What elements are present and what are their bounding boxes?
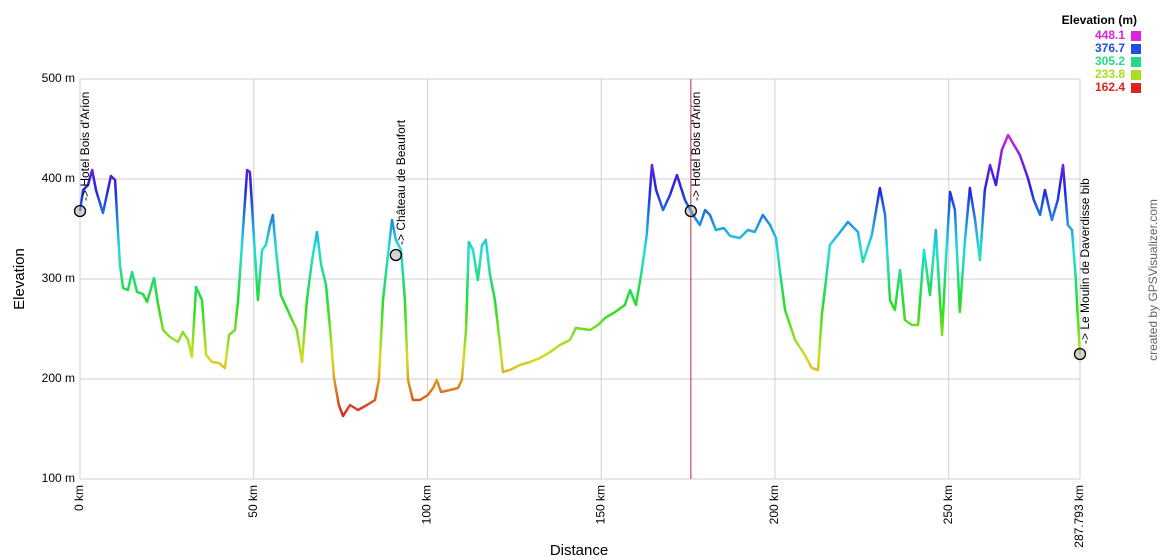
x-tick-label: 150 km bbox=[593, 485, 607, 524]
legend-value: 448.1 bbox=[1095, 28, 1125, 42]
legend-swatch bbox=[1131, 44, 1141, 54]
x-tick-label: 0 km bbox=[72, 485, 86, 511]
legend-value: 162.4 bbox=[1095, 80, 1125, 94]
waypoint-label: -> Le Moulin de Daverdisse bib bbox=[1078, 178, 1092, 344]
y-tick-label: 200 m bbox=[42, 371, 75, 385]
waypoint bbox=[684, 204, 698, 218]
waypoint-label: -> Château de Beaufort bbox=[394, 119, 408, 245]
waypoint bbox=[389, 248, 403, 262]
x-tick-label: 250 km bbox=[941, 485, 955, 524]
legend-swatch bbox=[1131, 57, 1141, 67]
legend-value: 376.7 bbox=[1095, 41, 1125, 55]
legend-swatch bbox=[1131, 83, 1141, 93]
y-axis-title: Elevation bbox=[11, 248, 28, 310]
elevation-line bbox=[78, 133, 1082, 418]
x-tick-label: 287.793 km bbox=[1072, 485, 1086, 548]
y-tick-label: 300 m bbox=[42, 271, 75, 285]
legend-value: 305.2 bbox=[1095, 54, 1125, 68]
y-tick-label: 100 m bbox=[42, 471, 75, 485]
waypoint-label: -> Hotel Bois d'Arion bbox=[689, 92, 703, 201]
waypoint-label: -> Hotel Bois d'Arion bbox=[78, 92, 92, 201]
waypoint bbox=[73, 204, 87, 218]
y-tick-label: 400 m bbox=[42, 171, 75, 185]
x-tick-label: 100 km bbox=[420, 485, 434, 524]
x-tick-label: 200 km bbox=[767, 485, 781, 524]
y-tick-label: 500 m bbox=[42, 71, 75, 85]
x-tick-label: 50 km bbox=[246, 485, 260, 518]
credit: created by GPSVisualizer.com bbox=[1146, 199, 1160, 361]
legend-title: Elevation (m) bbox=[1062, 13, 1137, 27]
x-axis-title: Distance bbox=[550, 542, 608, 559]
legend-value: 233.8 bbox=[1095, 67, 1125, 81]
legend-swatch bbox=[1131, 31, 1141, 41]
waypoint bbox=[1073, 347, 1087, 361]
legend-swatch bbox=[1131, 70, 1141, 80]
